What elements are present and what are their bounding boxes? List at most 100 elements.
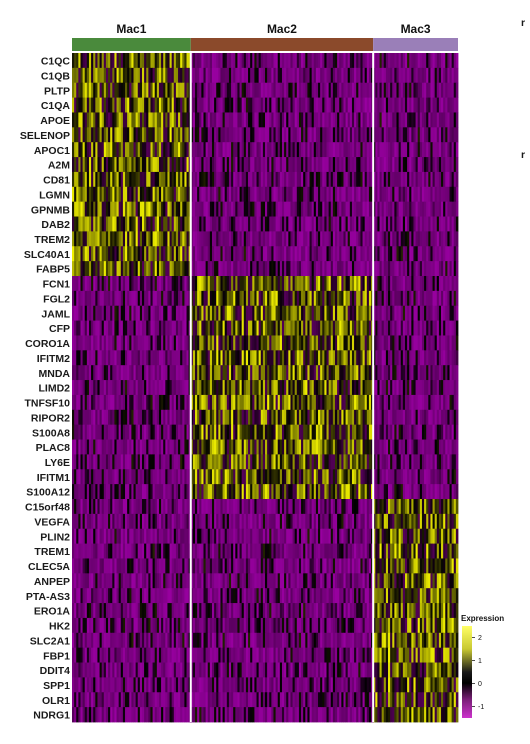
heatmap-cell bbox=[271, 380, 274, 396]
heatmap-cell bbox=[245, 112, 249, 128]
heatmap-cell bbox=[224, 157, 228, 173]
heatmap-cell bbox=[237, 276, 240, 292]
heatmap-cell bbox=[311, 127, 315, 143]
heatmap-cell bbox=[165, 171, 168, 188]
heatmap-cell bbox=[192, 320, 196, 336]
heatmap-cell bbox=[237, 409, 240, 426]
heatmap-cell bbox=[364, 157, 368, 173]
heatmap-cell bbox=[148, 53, 151, 69]
heatmap-cell bbox=[95, 157, 98, 173]
heatmap-cell bbox=[127, 409, 130, 426]
heatmap-cell bbox=[432, 320, 436, 336]
heatmap-cell bbox=[404, 394, 408, 411]
heatmap-cell bbox=[150, 335, 153, 351]
heatmap-cell bbox=[334, 186, 338, 203]
heatmap-cell bbox=[95, 350, 98, 366]
heatmap-cell bbox=[284, 365, 287, 381]
heatmap-cell bbox=[381, 261, 385, 277]
heatmap-cell bbox=[231, 365, 234, 381]
heatmap-cell bbox=[449, 276, 453, 292]
heatmap-cell bbox=[205, 53, 209, 69]
heatmap-cell bbox=[345, 231, 349, 247]
heatmap-row bbox=[72, 305, 459, 321]
heatmap-cell bbox=[216, 53, 219, 69]
heatmap-cell bbox=[82, 320, 86, 336]
heatmap-cell bbox=[290, 67, 293, 84]
heatmap-cell bbox=[334, 409, 338, 426]
heatmap-cell bbox=[332, 276, 336, 292]
heatmap-cell bbox=[430, 409, 433, 426]
heatmap-cell bbox=[80, 439, 83, 455]
heatmap-cell bbox=[186, 424, 190, 440]
heatmap-cell bbox=[165, 53, 168, 69]
heatmap-cell bbox=[171, 67, 175, 84]
heatmap-cell bbox=[129, 186, 132, 203]
heatmap-cell bbox=[426, 171, 429, 188]
heatmap-cell bbox=[214, 171, 217, 188]
heatmap-cell bbox=[235, 424, 238, 440]
heatmap-cell bbox=[402, 261, 406, 277]
heatmap-cell bbox=[84, 216, 88, 232]
heatmap-cell bbox=[281, 439, 285, 455]
heatmap-cell bbox=[237, 246, 240, 262]
heatmap-cell bbox=[161, 424, 164, 440]
heatmap-cell bbox=[290, 335, 293, 351]
heatmap-cell bbox=[426, 186, 429, 203]
heatmap-cell bbox=[294, 82, 298, 98]
heatmap-cell bbox=[449, 97, 453, 113]
heatmap-cell bbox=[248, 67, 251, 84]
heatmap-cell bbox=[349, 53, 353, 69]
heatmap-cell bbox=[118, 82, 122, 98]
heatmap-cell bbox=[309, 424, 313, 440]
heatmap-cell bbox=[328, 305, 332, 321]
heatmap-cell bbox=[97, 365, 100, 381]
heatmap-cell bbox=[404, 157, 408, 173]
heatmap-cell bbox=[267, 82, 270, 98]
heatmap-cell bbox=[250, 380, 253, 396]
heatmap-cell bbox=[309, 409, 313, 426]
heatmap-cell bbox=[445, 231, 448, 247]
heatmap-cell bbox=[205, 82, 209, 98]
heatmap-cell bbox=[175, 112, 179, 128]
heatmap-cell bbox=[398, 305, 402, 321]
heatmap-cell bbox=[74, 216, 77, 232]
heatmap-cell bbox=[131, 201, 134, 217]
heatmap-cell bbox=[184, 380, 187, 396]
heatmap-cell bbox=[197, 231, 200, 247]
heatmap-cell bbox=[326, 186, 330, 203]
heatmap-cell bbox=[178, 186, 181, 203]
heatmap-cell bbox=[186, 112, 190, 128]
heatmap-cell bbox=[351, 201, 355, 217]
heatmap-cell bbox=[409, 276, 412, 292]
heatmap-cell bbox=[269, 305, 272, 321]
heatmap-cell bbox=[129, 142, 132, 158]
heatmap-cell bbox=[173, 424, 177, 440]
heatmap-cell bbox=[114, 157, 117, 173]
heatmap-cell bbox=[273, 171, 276, 188]
heatmap-cell bbox=[436, 67, 440, 84]
heatmap-cell bbox=[195, 246, 198, 262]
heatmap-cell bbox=[409, 424, 412, 440]
heatmap-cell bbox=[237, 320, 240, 336]
heatmap-cell bbox=[248, 157, 251, 173]
heatmap-cell bbox=[262, 112, 266, 128]
heatmap-cell bbox=[184, 365, 187, 381]
heatmap-cell bbox=[101, 305, 105, 321]
heatmap-cell bbox=[120, 261, 124, 277]
group-label-mac2: Mac2 bbox=[267, 22, 297, 36]
heatmap-cell bbox=[116, 276, 120, 292]
heatmap-cell bbox=[161, 365, 164, 381]
heatmap-cell bbox=[298, 82, 302, 98]
heatmap-cell bbox=[421, 335, 425, 351]
heatmap-cell bbox=[173, 335, 177, 351]
heatmap-cell bbox=[86, 290, 90, 307]
heatmap-cell bbox=[269, 350, 272, 366]
heatmap-cell bbox=[114, 305, 117, 321]
heatmap-cell bbox=[220, 186, 223, 203]
heatmap-cell bbox=[154, 171, 158, 188]
heatmap-cell bbox=[322, 320, 325, 336]
heatmap-cell bbox=[186, 157, 190, 173]
heatmap-cell bbox=[80, 409, 83, 426]
heatmap-cell bbox=[279, 261, 283, 277]
heatmap-cell bbox=[173, 246, 177, 262]
